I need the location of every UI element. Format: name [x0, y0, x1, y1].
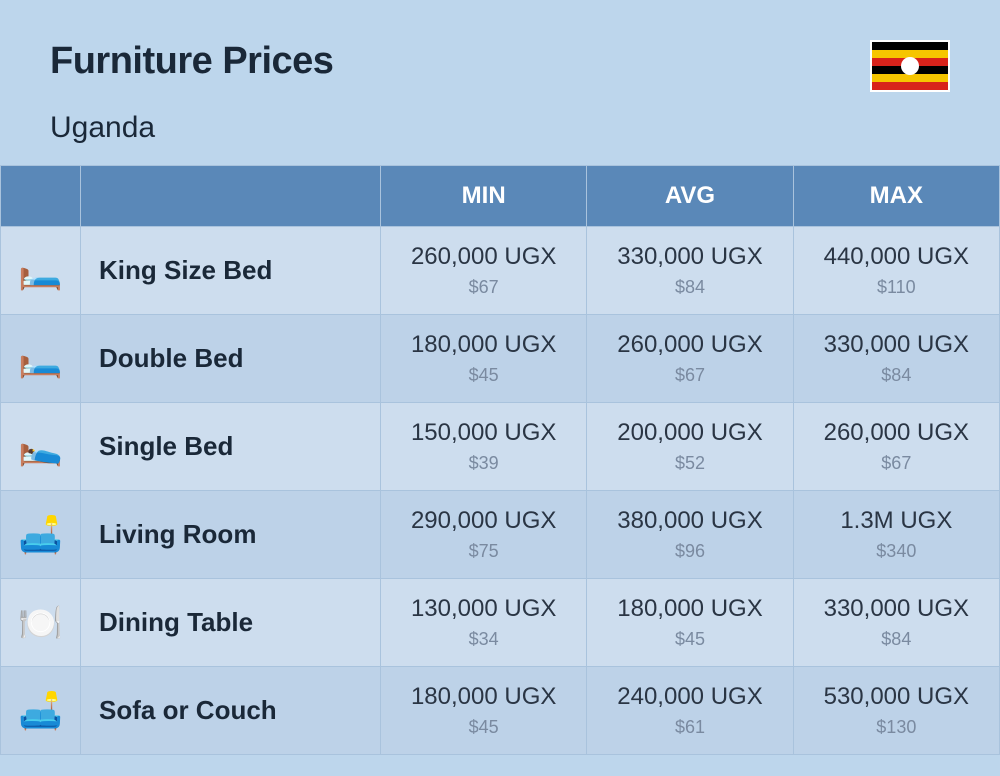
- price-usd: $52: [597, 453, 782, 474]
- price-usd: $45: [391, 365, 576, 386]
- price-cell-min: 180,000 UGX $45: [381, 315, 587, 403]
- price-usd: $67: [391, 277, 576, 298]
- flag-stripe: [872, 82, 948, 90]
- price-usd: $61: [597, 717, 782, 738]
- row-name: Dining Table: [81, 579, 381, 667]
- price-usd: $130: [804, 717, 989, 738]
- price-ugx: 260,000 UGX: [391, 243, 576, 271]
- row-icon: 🛏️: [1, 315, 81, 403]
- price-cell-min: 150,000 UGX $39: [381, 403, 587, 491]
- price-ugx: 240,000 UGX: [597, 683, 782, 711]
- price-ugx: 130,000 UGX: [391, 595, 576, 623]
- flag-emblem: [901, 57, 919, 75]
- row-icon: 🍽️: [1, 579, 81, 667]
- price-ugx: 180,000 UGX: [597, 595, 782, 623]
- price-cell-avg: 330,000 UGX $84: [587, 227, 793, 315]
- column-header-avg: AVG: [587, 166, 793, 227]
- header: Furniture Prices Uganda: [0, 0, 1000, 165]
- row-name: King Size Bed: [81, 227, 381, 315]
- price-usd: $45: [597, 629, 782, 650]
- row-name: Double Bed: [81, 315, 381, 403]
- price-ugx: 330,000 UGX: [597, 243, 782, 271]
- price-cell-min: 180,000 UGX $45: [381, 667, 587, 755]
- price-cell-max: 1.3M UGX $340: [793, 491, 999, 579]
- price-cell-avg: 240,000 UGX $61: [587, 667, 793, 755]
- price-ugx: 440,000 UGX: [804, 243, 989, 271]
- row-icon: 🛋️: [1, 667, 81, 755]
- price-ugx: 380,000 UGX: [597, 507, 782, 535]
- price-usd: $84: [804, 629, 989, 650]
- price-usd: $84: [804, 365, 989, 386]
- price-cell-max: 330,000 UGX $84: [793, 579, 999, 667]
- price-ugx: 1.3M UGX: [804, 507, 989, 535]
- row-name: Living Room: [81, 491, 381, 579]
- price-ugx: 260,000 UGX: [804, 419, 989, 447]
- row-name: Single Bed: [81, 403, 381, 491]
- price-cell-min: 260,000 UGX $67: [381, 227, 587, 315]
- row-icon: 🛌: [1, 403, 81, 491]
- price-usd: $67: [804, 453, 989, 474]
- price-cell-min: 130,000 UGX $34: [381, 579, 587, 667]
- price-ugx: 330,000 UGX: [804, 331, 989, 359]
- page-subtitle: Uganda: [50, 111, 333, 145]
- price-usd: $96: [597, 541, 782, 562]
- price-cell-avg: 380,000 UGX $96: [587, 491, 793, 579]
- price-usd: $45: [391, 717, 576, 738]
- price-ugx: 200,000 UGX: [597, 419, 782, 447]
- row-icon: 🛋️: [1, 491, 81, 579]
- page-title: Furniture Prices: [50, 40, 333, 83]
- column-header-icon: [1, 166, 81, 227]
- price-ugx: 330,000 UGX: [804, 595, 989, 623]
- uganda-flag-icon: [870, 40, 950, 92]
- flag-stripe: [872, 74, 948, 82]
- price-ugx: 180,000 UGX: [391, 683, 576, 711]
- price-cell-avg: 260,000 UGX $67: [587, 315, 793, 403]
- table-row: 🍽️Dining Table 130,000 UGX $34 180,000 UGX $…: [1, 579, 1000, 667]
- table-row: 🛏️King Size Bed 260,000 UGX $67 330,000 UGX…: [1, 227, 1000, 315]
- column-header-max: MAX: [793, 166, 999, 227]
- column-header-min: MIN: [381, 166, 587, 227]
- price-usd: $75: [391, 541, 576, 562]
- table-row: 🛏️Double Bed 180,000 UGX $45 260,000 UGX $67…: [1, 315, 1000, 403]
- table-row: 🛋️Sofa or Couch 180,000 UGX $45 240,000 UGX…: [1, 667, 1000, 755]
- price-usd: $110: [804, 277, 989, 298]
- table-header-row: MIN AVG MAX: [1, 166, 1000, 227]
- column-header-name: [81, 166, 381, 227]
- price-usd: $84: [597, 277, 782, 298]
- price-cell-avg: 180,000 UGX $45: [587, 579, 793, 667]
- table-row: 🛋️Living Room 290,000 UGX $75 380,000 UGX $9…: [1, 491, 1000, 579]
- title-block: Furniture Prices Uganda: [50, 40, 333, 145]
- price-usd: $340: [804, 541, 989, 562]
- price-ugx: 150,000 UGX: [391, 419, 576, 447]
- row-icon: 🛏️: [1, 227, 81, 315]
- row-name: Sofa or Couch: [81, 667, 381, 755]
- price-cell-max: 330,000 UGX $84: [793, 315, 999, 403]
- price-ugx: 290,000 UGX: [391, 507, 576, 535]
- price-usd: $67: [597, 365, 782, 386]
- price-table: MIN AVG MAX 🛏️King Size Bed 260,000 UGX $6…: [0, 165, 1000, 755]
- table-row: 🛌Single Bed150,000 UGX$39200,000 UGX$522…: [1, 403, 1000, 491]
- price-cell-min: 290,000 UGX $75: [381, 491, 587, 579]
- price-ugx: 260,000 UGX: [597, 331, 782, 359]
- flag-stripe: [872, 42, 948, 50]
- price-usd: $39: [391, 453, 576, 474]
- price-ugx: 530,000 UGX: [804, 683, 989, 711]
- price-ugx: 180,000 UGX: [391, 331, 576, 359]
- price-cell-max: 440,000 UGX $110: [793, 227, 999, 315]
- price-cell-max: 530,000 UGX $130: [793, 667, 999, 755]
- price-usd: $34: [391, 629, 576, 650]
- price-cell-max: 260,000 UGX $67: [793, 403, 999, 491]
- price-cell-avg: 200,000 UGX $52: [587, 403, 793, 491]
